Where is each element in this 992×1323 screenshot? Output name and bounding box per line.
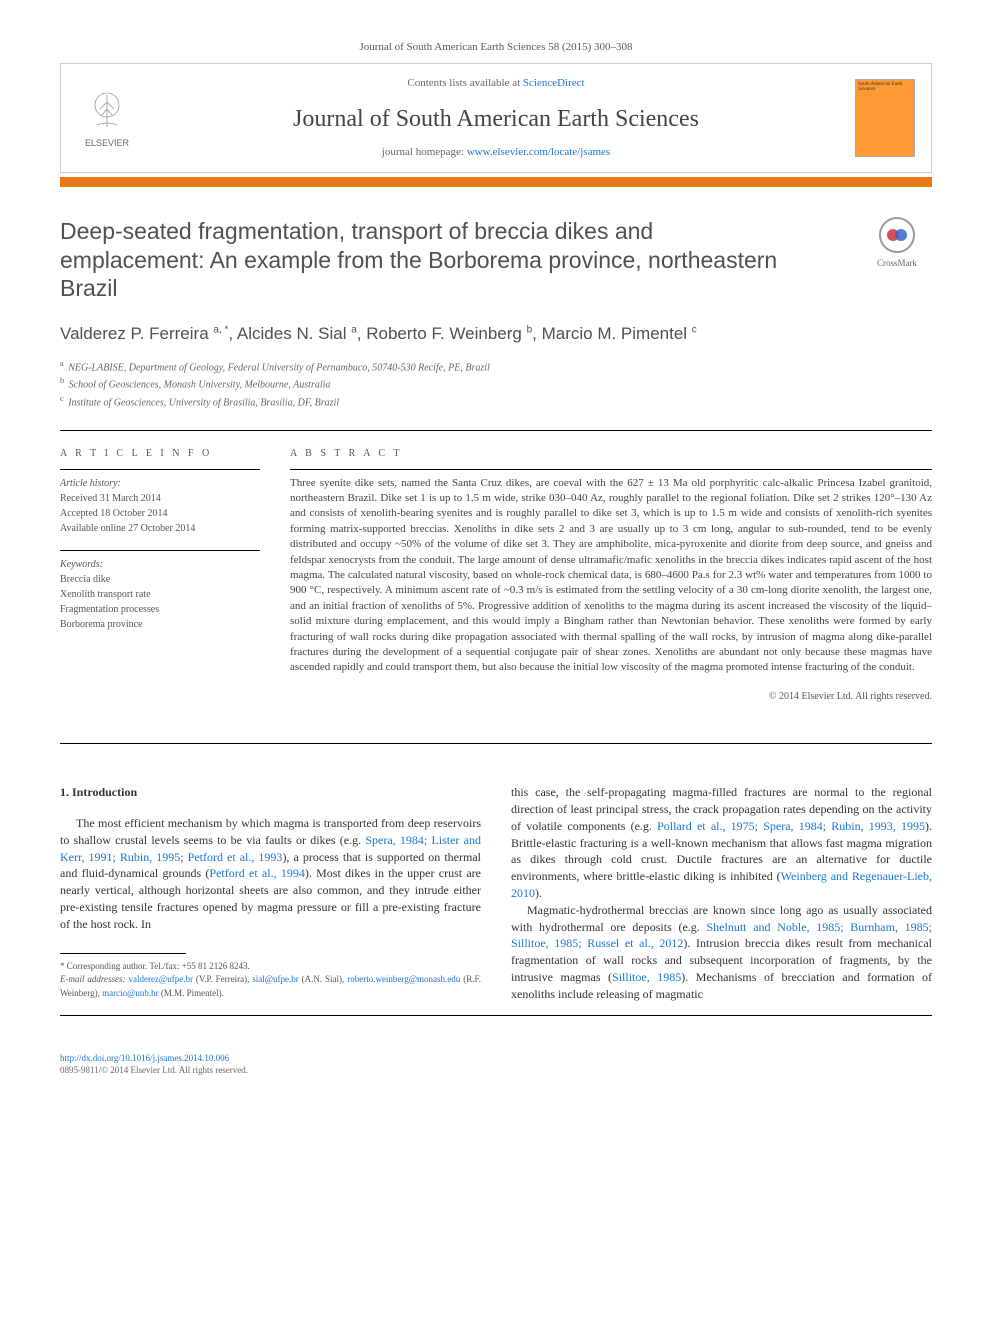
- contents-available: Contents lists available at ScienceDirec…: [137, 76, 855, 91]
- journal-homepage: journal homepage: www.elsevier.com/locat…: [137, 145, 855, 160]
- article-info-column: A R T I C L E I N F O Article history: R…: [60, 447, 260, 703]
- article-info-heading: A R T I C L E I N F O: [60, 447, 260, 461]
- header-center: Contents lists available at ScienceDirec…: [137, 76, 855, 160]
- body-text: ).: [535, 886, 542, 900]
- info-abstract-row: A R T I C L E I N F O Article history: R…: [60, 447, 932, 703]
- body-paragraph: Magmatic-hydrothermal breccias are known…: [511, 902, 932, 1003]
- email-line: E-mail addresses: valderez@ufpe.br (V.P.…: [60, 973, 481, 1000]
- contents-text: Contents lists available at: [407, 77, 522, 89]
- elsevier-tree-icon: [82, 87, 132, 137]
- citation-link[interactable]: Pollard et al., 1975; Spera, 1984; Rubin…: [657, 819, 925, 833]
- received-date: Received 31 March 2014: [60, 491, 260, 506]
- citation-link[interactable]: Petford et al., 1994: [209, 866, 304, 880]
- footer-rule: [60, 1015, 932, 1016]
- journal-cover-thumbnail: South American Earth Sciences: [855, 79, 915, 157]
- doi-link[interactable]: http://dx.doi.org/10.1016/j.jsames.2014.…: [60, 1053, 229, 1063]
- footnotes: * Corresponding author. Tel./fax: +55 81…: [60, 960, 481, 1001]
- sciencedirect-link[interactable]: ScienceDirect: [523, 77, 585, 89]
- body-paragraph: The most efficient mechanism by which ma…: [60, 815, 481, 933]
- homepage-link[interactable]: www.elsevier.com/locate/jsames: [467, 146, 610, 158]
- section-number: 1.: [60, 785, 69, 799]
- body-columns: 1. Introduction The most efficient mecha…: [60, 784, 932, 1002]
- info-divider: [60, 469, 260, 470]
- cover-title: South American Earth Sciences: [858, 82, 912, 93]
- info-divider: [60, 550, 260, 551]
- keywords-label: Keywords:: [60, 557, 260, 572]
- homepage-text: journal homepage:: [382, 146, 467, 158]
- email-link[interactable]: roberto.weinberg@monash.edu: [347, 974, 460, 984]
- section-divider: [60, 430, 932, 431]
- crossmark-icon: [879, 217, 915, 253]
- header-left: ELSEVIER: [77, 83, 137, 153]
- accepted-date: Accepted 18 October 2014: [60, 506, 260, 521]
- abstract-text: Three syenite dike sets, named the Santa…: [290, 476, 932, 676]
- citation-link[interactable]: Sillitoe, 1985: [612, 970, 681, 984]
- crossmark-badge[interactable]: CrossMark: [862, 217, 932, 269]
- section-title: Introduction: [72, 785, 137, 799]
- abstract-divider: [290, 469, 932, 470]
- article-title: Deep-seated fragmentation, transport of …: [60, 217, 801, 303]
- article-history: Article history: Received 31 March 2014 …: [60, 476, 260, 536]
- journal-title: Journal of South American Earth Sciences: [137, 103, 855, 135]
- issn-copyright: 0895-9811/© 2014 Elsevier Ltd. All right…: [60, 1065, 248, 1075]
- corresponding-author: * Corresponding author. Tel./fax: +55 81…: [60, 960, 481, 974]
- column-right: this case, the self-propagating magma-fi…: [511, 784, 932, 1002]
- crossmark-label: CrossMark: [862, 257, 932, 269]
- abstract-copyright: © 2014 Elsevier Ltd. All rights reserved…: [290, 690, 932, 704]
- email-link[interactable]: marcio@unb.br: [102, 988, 159, 998]
- article-header: CrossMark Deep-seated fragmentation, tra…: [60, 217, 932, 410]
- elsevier-text: ELSEVIER: [85, 137, 129, 149]
- abstract-heading: A B S T R A C T: [290, 447, 932, 461]
- section-divider: [60, 743, 932, 744]
- elsevier-logo: ELSEVIER: [77, 83, 137, 153]
- journal-reference: Journal of South American Earth Sciences…: [60, 40, 932, 55]
- footnote-divider: [60, 953, 186, 954]
- journal-header: ELSEVIER Contents lists available at Sci…: [60, 63, 932, 173]
- page-footer: http://dx.doi.org/10.1016/j.jsames.2014.…: [60, 1046, 932, 1076]
- column-left: 1. Introduction The most efficient mecha…: [60, 784, 481, 1002]
- keywords-list: Breccia dikeXenolith transport rateFragm…: [60, 572, 260, 632]
- email-link[interactable]: sial@ufpe.br: [252, 974, 299, 984]
- section-heading: 1. Introduction: [60, 784, 481, 801]
- email-label: E-mail addresses:: [60, 974, 128, 984]
- orange-divider-bar: [60, 177, 932, 187]
- keywords-block: Keywords: Breccia dikeXenolith transport…: [60, 557, 260, 632]
- affiliations: a NEG-LABISE, Department of Geology, Fed…: [60, 358, 932, 410]
- email-link[interactable]: valderez@ufpe.br: [128, 974, 193, 984]
- history-label: Article history:: [60, 476, 260, 491]
- abstract-column: A B S T R A C T Three syenite dike sets,…: [290, 447, 932, 703]
- online-date: Available online 27 October 2014: [60, 521, 260, 536]
- authors-line: Valderez P. Ferreira a, *, Alcides N. Si…: [60, 323, 932, 346]
- body-paragraph: this case, the self-propagating magma-fi…: [511, 784, 932, 902]
